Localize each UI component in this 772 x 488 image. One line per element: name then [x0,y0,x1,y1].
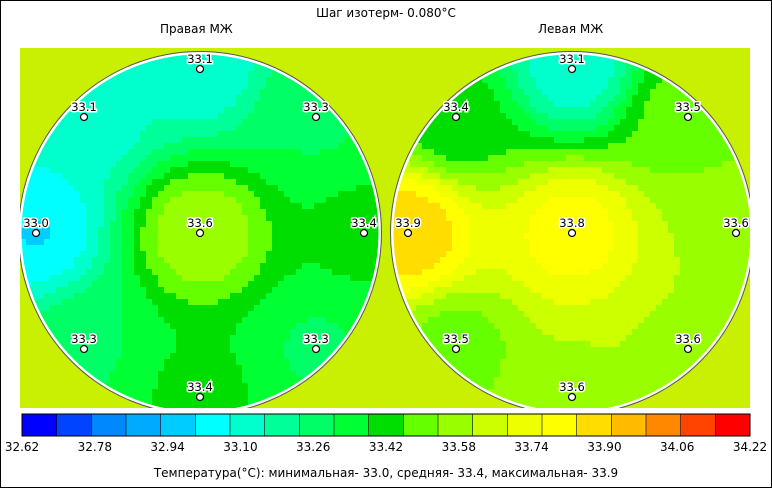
sensor-value-label: 33.3 [303,332,329,346]
sensor-marker [195,64,205,74]
color-scale-swatch [576,414,612,436]
sensor-value-label: 33.6 [559,380,585,394]
sensor-marker [567,392,577,402]
color-scale-tick-label: 32.62 [5,440,39,454]
sensor-marker [567,228,577,238]
sensor-marker [195,228,205,238]
sensor-marker [359,228,369,238]
sensor-value-label: 33.1 [559,52,585,66]
sensor-point: 33.6 [674,331,702,354]
color-scale-swatch [160,414,196,436]
sensor-point: 33.1 [558,51,586,74]
color-scale-swatch [542,414,577,436]
sensor-point: 33.6 [186,215,214,238]
color-scale-tick-label: 33.10 [223,440,257,454]
color-scale-swatch [438,414,473,436]
sensor-marker [451,112,461,122]
color-scale-swatch [507,414,543,436]
sensor-point: 33.6 [722,215,750,238]
color-scale-swatch [299,414,335,436]
color-scale-swatch [91,414,127,436]
sensor-value-label: 33.9 [395,216,421,230]
sensor-marker [567,64,577,74]
color-scale-swatch [334,414,369,436]
color-scale-tick-label: 33.90 [587,440,621,454]
color-scale-swatch [646,414,681,436]
color-scale-tick-label: 33.26 [296,440,330,454]
color-scale-swatch [22,414,57,436]
color-scale-swatch [56,414,92,436]
color-scale-swatch [126,414,161,436]
color-scale-swatch [264,414,300,436]
sensor-point: 33.3 [302,99,330,122]
sensor-point: 33.6 [558,379,586,402]
sensor-point: 33.1 [186,51,214,74]
right-gland-label: Правая МЖ [160,22,233,36]
sensor-point: 33.4 [186,379,214,402]
left-gland-label: Левая МЖ [538,22,604,36]
sensor-point: 33.3 [302,331,330,354]
color-scale-tick-label: 33.74 [514,440,548,454]
sensor-point: 33.5 [442,331,470,354]
chart-title: Шаг изотерм- 0.080°C [316,6,456,20]
sensor-value-label: 33.0 [23,216,49,230]
color-scale-tick-label: 33.58 [442,440,476,454]
sensor-marker [731,228,741,238]
sensor-marker [403,228,413,238]
sensor-value-label: 33.3 [71,332,97,346]
sensor-marker [683,344,693,354]
sensor-value-label: 33.1 [187,52,213,66]
sensor-value-label: 33.6 [187,216,213,230]
color-scale-border [21,413,751,437]
sensor-value-label: 33.3 [303,100,329,114]
sensor-marker [195,392,205,402]
sensor-point: 33.4 [350,215,378,238]
sensor-value-label: 33.8 [559,216,585,230]
sensor-point: 33.5 [674,99,702,122]
sensor-marker [311,112,321,122]
color-scale-swatch [680,414,716,436]
sensor-point: 33.8 [558,215,586,238]
color-scale-swatch [403,414,439,436]
sensor-value-label: 33.4 [351,216,377,230]
color-scale-tick-label: 34.06 [660,440,694,454]
sensor-marker [451,344,461,354]
temperature-summary: Температура(°C): минимальная- 33.0, сред… [153,466,619,480]
map-outline [20,51,382,408]
color-scale-swatch [195,414,231,436]
sensor-point: 33.3 [70,331,98,354]
sensor-value-label: 33.5 [675,100,701,114]
color-scale-swatch [368,414,404,436]
sensor-marker [31,228,41,238]
sensor-value-label: 33.4 [443,100,469,114]
sensor-point: 33.0 [22,215,50,238]
sensor-point: 33.9 [394,215,422,238]
sensor-value-label: 33.5 [443,332,469,346]
sensor-point: 33.1 [70,99,98,122]
color-scale-swatch [230,414,265,436]
thermal-maps-area: 33.1 33.1 33.3 33.0 33.6 33.4 33.3 33.3 33.4 33.1… [20,48,750,408]
sensor-value-label: 33.1 [71,100,97,114]
sensor-point: 33.4 [442,99,470,122]
sensor-marker [79,112,89,122]
map-outline [390,51,750,408]
color-scale-swatch [472,414,508,436]
color-scale-tick-label: 32.78 [78,440,112,454]
color-scale-swatch [611,414,647,436]
color-scale: 32.62 32.78 32.94 33.10 33.26 33.42 33.58 33.74… [5,413,767,454]
color-scale-swatch [715,414,751,436]
sensor-value-label: 33.6 [675,332,701,346]
sensor-value-label: 33.6 [723,216,749,230]
color-scale-tick-label: 34.22 [733,440,767,454]
sensor-value-label: 33.4 [187,380,213,394]
sensor-marker [79,344,89,354]
sensor-marker [311,344,321,354]
color-scale-tick-label: 33.42 [369,440,403,454]
color-scale-tick-label: 32.94 [150,440,184,454]
sensor-marker [683,112,693,122]
